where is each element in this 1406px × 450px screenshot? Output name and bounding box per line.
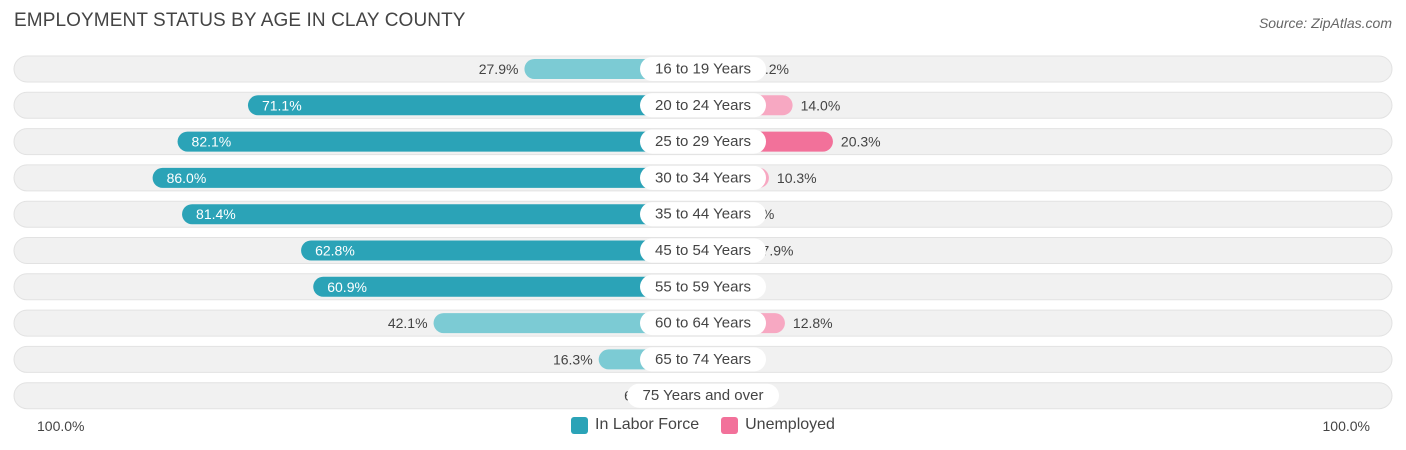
labor-force-value-label: 27.9%: [479, 61, 519, 77]
labor-force-bar: [177, 131, 703, 152]
legend-label-unemployed: Unemployed: [745, 416, 835, 433]
chart-title: EMPLOYMENT STATUS BY AGE IN CLAY COUNTY: [14, 10, 466, 31]
labor-force-bar: [313, 276, 703, 297]
category-label: 20 to 24 Years: [655, 97, 751, 114]
unemployed-value-label: 14.0%: [801, 97, 841, 113]
category-pill: [640, 202, 766, 227]
labor-force-value-label: 62.8%: [315, 243, 355, 259]
legend: In Labor Force Unemployed: [0, 416, 1406, 434]
category-pill: [640, 165, 766, 190]
category-label: 30 to 34 Years: [655, 169, 751, 186]
legend-item-unemployed: Unemployed: [721, 416, 835, 434]
category-label: 35 to 44 Years: [655, 206, 751, 223]
category-pill: [640, 347, 766, 372]
labor-force-bar: [182, 204, 704, 225]
category-pill: [640, 311, 766, 336]
category-label: 65 to 74 Years: [655, 351, 751, 368]
legend-swatch-labor: [571, 416, 589, 434]
unemployed-value-label: 10.3%: [777, 170, 817, 186]
category-pill: [640, 57, 766, 81]
labor-force-value-label: 60.9%: [327, 279, 367, 295]
category-pill: [640, 129, 766, 154]
source-credit: Source: ZipAtlas.com: [1258, 15, 1392, 31]
labor-force-bar: [247, 95, 703, 116]
labor-force-value-label: 71.1%: [262, 97, 302, 113]
labor-force-bar: [433, 313, 703, 334]
category-label: 55 to 59 Years: [655, 278, 751, 295]
labor-force-value-label: 42.1%: [388, 315, 428, 331]
category-label: 75 Years and over: [643, 387, 764, 404]
category-label: 60 to 64 Years: [655, 315, 751, 332]
unemployed-value-label: 7.9%: [762, 243, 794, 259]
labor-force-bar: [152, 167, 704, 188]
unemployed-value-label: 20.3%: [841, 134, 881, 150]
labor-force-value-label: 16.3%: [553, 351, 593, 367]
labor-force-value-label: 86.0%: [167, 170, 207, 186]
category-pill: [640, 238, 766, 263]
category-label: 25 to 29 Years: [655, 133, 751, 150]
category-label: 45 to 54 Years: [655, 242, 751, 259]
axis-left-label: 100.0%: [37, 418, 85, 434]
labor-force-value-label: 81.4%: [196, 206, 236, 222]
labor-force-bar: [301, 240, 703, 261]
labor-force-value-label: 82.1%: [192, 134, 232, 150]
category-pill: [640, 274, 766, 299]
category-pill: [640, 93, 766, 118]
axis-right-label: 100.0%: [1322, 418, 1370, 434]
legend-label-labor: In Labor Force: [595, 416, 700, 433]
category-label: 16 to 19 Years: [655, 61, 751, 78]
legend-swatch-unemployed: [721, 416, 739, 434]
category-pill: [627, 383, 779, 408]
unemployed-value-label: 12.8%: [793, 315, 833, 331]
legend-item-labor: In Labor Force: [571, 416, 699, 434]
